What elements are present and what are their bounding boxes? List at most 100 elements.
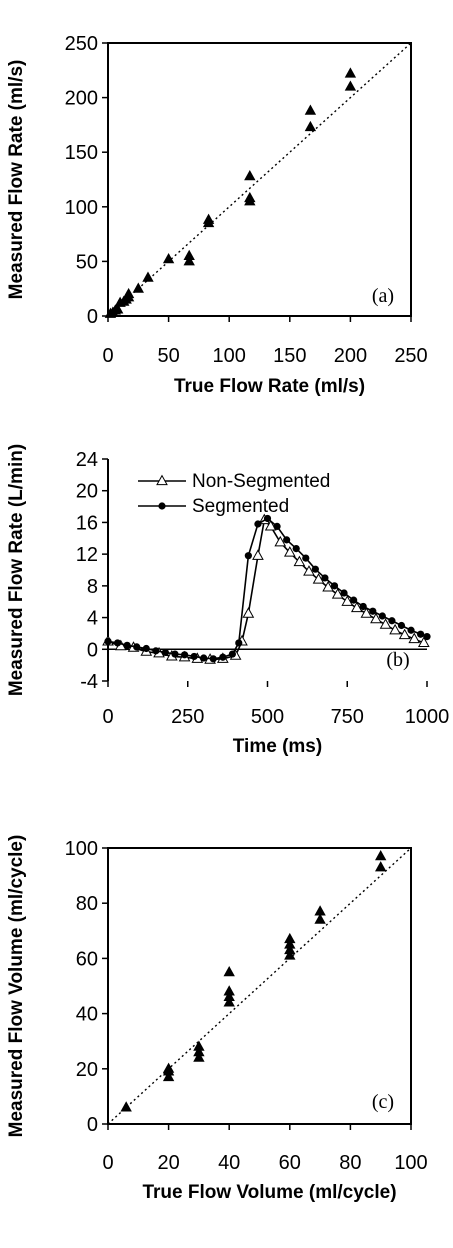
y-tick-label: 0 xyxy=(87,1114,98,1136)
data-point-segmented xyxy=(161,648,170,657)
data-point-nonsegmented xyxy=(360,607,373,618)
y-tick-label: 0 xyxy=(87,639,98,661)
data-point xyxy=(162,1062,175,1073)
data-point xyxy=(202,213,215,224)
y-tick-label: 60 xyxy=(76,948,98,970)
data-point xyxy=(314,913,326,924)
y-tick-label: 100 xyxy=(65,197,98,219)
data-point-nonsegmented xyxy=(303,565,315,576)
data-point xyxy=(344,80,357,91)
data-point-nonsegmented xyxy=(370,612,382,624)
y-tick-label: 12 xyxy=(76,544,98,566)
data-point xyxy=(284,932,296,944)
y-tick-label: 8 xyxy=(87,576,98,598)
data-point-segmented xyxy=(209,655,217,663)
data-point-nonsegmented xyxy=(417,636,430,648)
x-tick-label: 0 xyxy=(102,345,113,367)
data-point-segmented xyxy=(190,652,198,661)
chart-panel-0: 0 50 100 150 200 250 0 50 100 150 200 250 True Flow … xyxy=(6,33,428,397)
data-point-segmented xyxy=(397,621,406,630)
series-line-1 xyxy=(107,517,428,660)
data-point-segmented xyxy=(423,633,431,641)
legend-marker xyxy=(156,474,168,486)
x-tick-label: 100 xyxy=(213,345,246,367)
data-point xyxy=(120,1101,132,1112)
data-point xyxy=(112,303,124,314)
data-point-segmented xyxy=(123,641,131,649)
y-tick-label: -4 xyxy=(80,671,98,693)
x-tick-label: 250 xyxy=(171,706,204,728)
data-point xyxy=(223,985,235,996)
data-point-segmented xyxy=(254,520,262,528)
data-point xyxy=(183,249,195,260)
data-point-nonsegmented xyxy=(408,632,421,644)
data-point xyxy=(193,1040,205,1051)
data-point-segmented xyxy=(292,544,300,553)
data-point xyxy=(375,861,387,872)
x-tick-label: 100 xyxy=(394,1152,427,1174)
x-tick-label: 1000 xyxy=(405,706,450,728)
x-tick-label: 20 xyxy=(157,1152,179,1174)
data-point xyxy=(132,282,144,293)
legend-label: Segmented xyxy=(192,496,289,517)
series-line-0 xyxy=(107,518,425,661)
panel-label: (a) xyxy=(372,285,394,307)
data-point-segmented xyxy=(113,639,122,647)
data-point-segmented xyxy=(200,654,208,662)
y-axis-label: Measured Flow Volume (ml/cycle) xyxy=(6,835,27,1138)
y-tick-label: 20 xyxy=(76,1059,98,1081)
y-axis-label: Measured Flow Rate (ml/s) xyxy=(6,60,27,300)
data-point xyxy=(193,1046,205,1057)
x-axis-label: Time (ms) xyxy=(233,736,322,757)
data-point xyxy=(284,938,296,949)
data-point-nonsegmented xyxy=(312,573,325,584)
data-point-segmented xyxy=(273,522,281,530)
data-point xyxy=(223,996,235,1007)
data-point xyxy=(304,104,317,115)
legend-label: Non-Segmented xyxy=(192,471,330,492)
y-tick-label: 20 xyxy=(76,481,98,503)
x-axis-label: True Flow Rate (ml/s) xyxy=(174,376,365,397)
x-tick-label: 250 xyxy=(394,345,427,367)
identity-line xyxy=(107,847,412,1125)
data-point-segmented xyxy=(263,514,272,523)
chart-panel-2: 0 20 40 60 80 100 0 20 40 60 80 100 True Flow Volume… xyxy=(6,835,428,1203)
data-point-segmented xyxy=(350,596,358,604)
x-axis-label: True Flow Volume (ml/cycle) xyxy=(142,1182,396,1203)
data-point-segmented xyxy=(228,650,237,658)
data-point xyxy=(142,271,154,282)
data-point-segmented xyxy=(235,639,243,647)
data-point-nonsegmented xyxy=(264,519,277,531)
data-point-segmented xyxy=(171,650,179,658)
data-point-segmented xyxy=(283,536,291,544)
data-point-nonsegmented xyxy=(341,595,354,606)
y-tick-label: 0 xyxy=(87,306,98,328)
panel-label: (c) xyxy=(372,1091,394,1113)
data-point-nonsegmented xyxy=(283,546,296,557)
data-point-segmented xyxy=(142,644,150,653)
data-point-nonsegmented xyxy=(274,535,287,547)
y-tick-label: 4 xyxy=(87,608,98,630)
data-point-segmented xyxy=(244,552,252,560)
data-point-segmented xyxy=(407,626,415,634)
x-tick-label: 40 xyxy=(218,1152,240,1174)
y-tick-label: 250 xyxy=(65,33,98,55)
data-point xyxy=(314,905,326,916)
data-point-segmented xyxy=(378,612,386,620)
y-tick-label: 50 xyxy=(76,251,98,273)
data-point-segmented xyxy=(330,582,339,590)
y-tick-label: 150 xyxy=(65,142,98,164)
data-point-segmented xyxy=(417,630,425,638)
data-point-segmented xyxy=(321,574,329,582)
data-point-nonsegmented xyxy=(331,588,344,599)
data-point-segmented xyxy=(359,602,367,611)
data-point xyxy=(223,990,235,1002)
data-point xyxy=(284,943,296,955)
data-point-segmented xyxy=(219,653,227,661)
data-point xyxy=(162,252,175,264)
plot-frame xyxy=(107,847,412,1125)
data-point xyxy=(162,1070,175,1082)
data-point xyxy=(244,191,256,203)
